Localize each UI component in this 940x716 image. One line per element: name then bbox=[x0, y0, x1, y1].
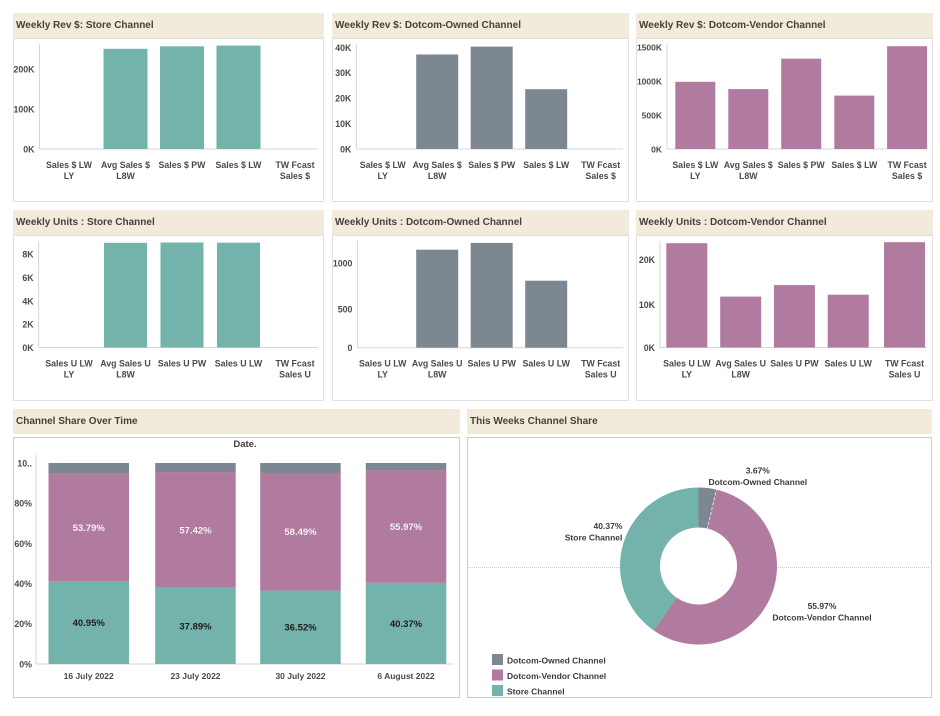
svg-text:Sales $: Sales $ bbox=[586, 171, 616, 181]
svg-text:0K: 0K bbox=[644, 343, 656, 353]
svg-text:20K: 20K bbox=[639, 255, 656, 265]
svg-text:L8W: L8W bbox=[116, 370, 135, 380]
svg-text:53.79%: 53.79% bbox=[73, 523, 106, 534]
svg-text:16 July 2022: 16 July 2022 bbox=[64, 671, 114, 681]
svg-text:Sales $ LW: Sales $ LW bbox=[216, 160, 263, 170]
svg-text:8K: 8K bbox=[22, 250, 34, 260]
svg-text:1000: 1000 bbox=[333, 258, 353, 268]
svg-text:30K: 30K bbox=[335, 68, 352, 78]
svg-text:LY: LY bbox=[690, 171, 701, 181]
svg-text:TW Fcast: TW Fcast bbox=[888, 160, 927, 170]
svg-text:80%: 80% bbox=[14, 499, 32, 509]
svg-text:Sales U LW: Sales U LW bbox=[45, 359, 93, 369]
svg-text:Store Channel: Store Channel bbox=[565, 533, 623, 543]
svg-text:55.97%: 55.97% bbox=[808, 601, 837, 611]
svg-text:0K: 0K bbox=[651, 144, 663, 154]
svg-text:Sales U: Sales U bbox=[889, 370, 921, 380]
svg-text:Sales $ PW: Sales $ PW bbox=[159, 160, 207, 170]
svg-text:0: 0 bbox=[347, 343, 352, 353]
svg-text:500: 500 bbox=[338, 304, 353, 314]
svg-text:55.97%: 55.97% bbox=[390, 522, 423, 533]
svg-text:LY: LY bbox=[377, 370, 388, 380]
svg-text:TW Fcast: TW Fcast bbox=[581, 359, 620, 369]
svg-text:100K: 100K bbox=[13, 104, 35, 114]
svg-text:Sales U PW: Sales U PW bbox=[467, 359, 516, 369]
svg-text:4K: 4K bbox=[22, 296, 34, 306]
svg-text:L8W: L8W bbox=[116, 171, 135, 181]
svg-text:LY: LY bbox=[64, 171, 75, 181]
svg-text:20%: 20% bbox=[14, 619, 32, 629]
svg-text:10..: 10.. bbox=[17, 458, 32, 468]
svg-text:Avg Sales $: Avg Sales $ bbox=[724, 160, 773, 170]
svg-text:Dotcom-Vendor Channel: Dotcom-Vendor Channel bbox=[772, 613, 871, 623]
svg-text:Dotcom-Vendor Channel: Dotcom-Vendor Channel bbox=[507, 671, 606, 681]
svg-text:Sales $ LW: Sales $ LW bbox=[46, 160, 93, 170]
svg-text:57.42%: 57.42% bbox=[179, 526, 212, 537]
svg-text:3.67%: 3.67% bbox=[746, 466, 771, 476]
svg-text:10K: 10K bbox=[335, 119, 352, 129]
svg-text:23 July 2022: 23 July 2022 bbox=[170, 671, 220, 681]
svg-text:2K: 2K bbox=[22, 320, 34, 330]
svg-text:L8W: L8W bbox=[428, 370, 447, 380]
svg-text:Sales U: Sales U bbox=[279, 370, 311, 380]
svg-text:Avg Sales U: Avg Sales U bbox=[715, 359, 766, 369]
svg-text:Sales $ LW: Sales $ LW bbox=[672, 160, 719, 170]
svg-text:Sales U LW: Sales U LW bbox=[359, 359, 407, 369]
svg-text:30 July 2022: 30 July 2022 bbox=[275, 671, 325, 681]
svg-text:Date.: Date. bbox=[233, 439, 256, 450]
svg-text:Sales $ LW: Sales $ LW bbox=[523, 160, 570, 170]
svg-text:L8W: L8W bbox=[731, 370, 750, 380]
svg-text:Sales $ LW: Sales $ LW bbox=[360, 160, 407, 170]
svg-text:Sales $ PW: Sales $ PW bbox=[468, 160, 516, 170]
svg-text:10K: 10K bbox=[639, 300, 656, 310]
svg-text:Store Channel: Store Channel bbox=[507, 687, 565, 697]
svg-text:Sales U PW: Sales U PW bbox=[158, 359, 207, 369]
svg-text:Sales $ LW: Sales $ LW bbox=[831, 160, 878, 170]
svg-text:Dotcom-Owned Channel: Dotcom-Owned Channel bbox=[708, 477, 807, 487]
svg-text:40.95%: 40.95% bbox=[73, 618, 106, 629]
svg-text:0K: 0K bbox=[22, 343, 34, 353]
svg-text:0K: 0K bbox=[340, 144, 352, 154]
svg-text:Sales $: Sales $ bbox=[280, 171, 310, 181]
svg-text:500K: 500K bbox=[642, 110, 663, 120]
svg-text:TW Fcast: TW Fcast bbox=[275, 160, 314, 170]
svg-text:40K: 40K bbox=[335, 43, 352, 53]
svg-text:Dotcom-Owned Channel: Dotcom-Owned Channel bbox=[507, 656, 606, 666]
svg-text:20K: 20K bbox=[335, 94, 352, 104]
svg-text:40.37%: 40.37% bbox=[390, 619, 423, 630]
svg-text:TW Fcast: TW Fcast bbox=[581, 160, 620, 170]
svg-text:6 August 2022: 6 August 2022 bbox=[377, 671, 435, 681]
svg-text:40%: 40% bbox=[14, 579, 32, 589]
svg-text:L8W: L8W bbox=[739, 171, 758, 181]
svg-text:36.52%: 36.52% bbox=[284, 623, 317, 634]
svg-text:60%: 60% bbox=[14, 539, 32, 549]
svg-text:LY: LY bbox=[64, 370, 75, 380]
svg-text:37.89%: 37.89% bbox=[179, 621, 212, 632]
svg-text:Sales U LW: Sales U LW bbox=[663, 359, 711, 369]
svg-text:LY: LY bbox=[377, 171, 388, 181]
svg-text:Sales U PW: Sales U PW bbox=[770, 359, 819, 369]
svg-text:Sales U LW: Sales U LW bbox=[522, 359, 570, 369]
svg-text:L8W: L8W bbox=[428, 171, 447, 181]
svg-text:Avg Sales $: Avg Sales $ bbox=[413, 160, 462, 170]
svg-text:Avg Sales $: Avg Sales $ bbox=[101, 160, 150, 170]
svg-text:0K: 0K bbox=[23, 144, 35, 154]
svg-text:LY: LY bbox=[682, 370, 693, 380]
svg-text:58.49%: 58.49% bbox=[284, 527, 317, 538]
svg-text:Sales $: Sales $ bbox=[892, 171, 922, 181]
svg-text:0%: 0% bbox=[19, 659, 32, 669]
svg-text:Sales U LW: Sales U LW bbox=[215, 359, 263, 369]
svg-text:Avg Sales U: Avg Sales U bbox=[412, 359, 463, 369]
svg-text:Sales U LW: Sales U LW bbox=[824, 359, 872, 369]
svg-text:Sales U: Sales U bbox=[585, 370, 617, 380]
svg-text:Sales $ PW: Sales $ PW bbox=[778, 160, 826, 170]
svg-text:40.37%: 40.37% bbox=[594, 521, 623, 531]
svg-text:1000K: 1000K bbox=[637, 77, 663, 87]
svg-text:200K: 200K bbox=[13, 64, 35, 74]
svg-text:Avg Sales U: Avg Sales U bbox=[100, 359, 151, 369]
svg-text:6K: 6K bbox=[22, 273, 34, 283]
svg-text:TW Fcast: TW Fcast bbox=[885, 359, 924, 369]
svg-text:1500K: 1500K bbox=[637, 43, 663, 53]
svg-text:TW Fcast: TW Fcast bbox=[275, 359, 314, 369]
